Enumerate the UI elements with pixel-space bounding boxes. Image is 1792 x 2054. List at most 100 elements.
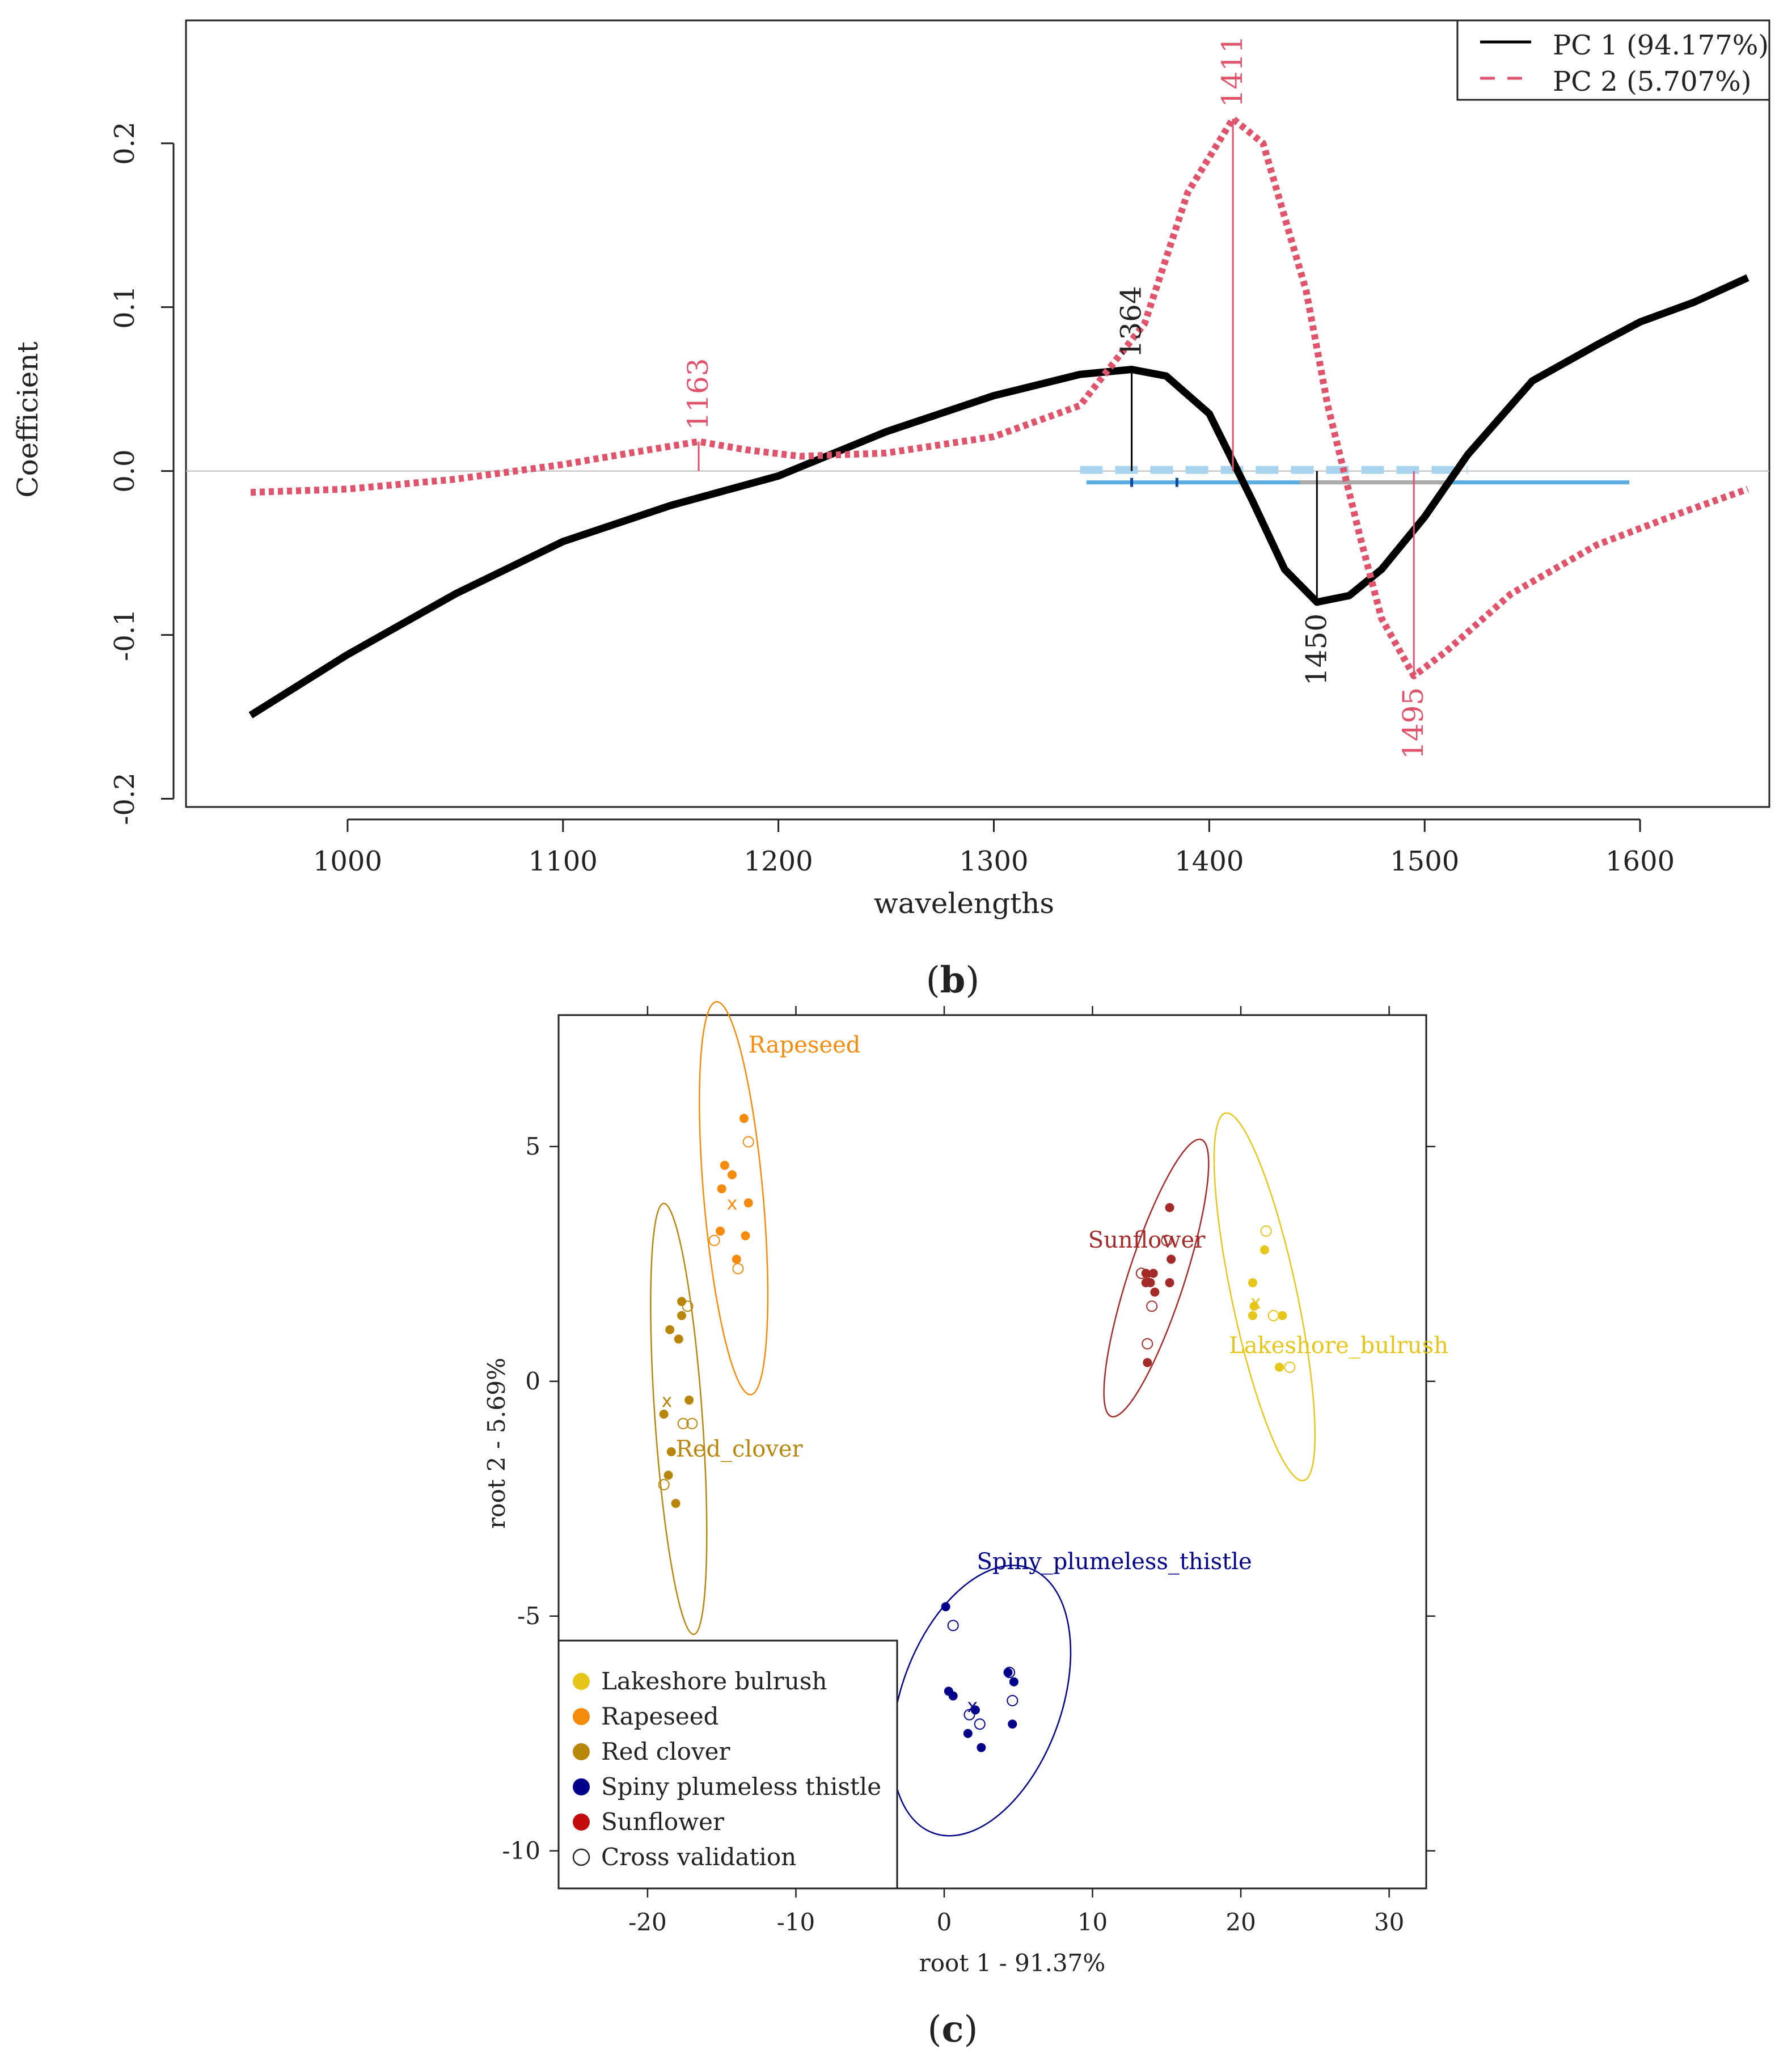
point-red-clover-4 <box>684 1395 694 1405</box>
point-sunflower-3 <box>1148 1269 1158 1278</box>
point-spiny-plumeless-thistle-6 <box>963 1728 973 1738</box>
cv-point-red-clover-0 <box>682 1300 694 1312</box>
point-lakeshore-bulrush-4 <box>1278 1311 1287 1320</box>
centroid-rapeseed: x <box>727 1193 738 1214</box>
point-sunflower-7 <box>1150 1287 1160 1297</box>
x-tick-label-1500: 1500 <box>1390 846 1459 877</box>
y-tick-label-0.0: 0.0 <box>109 449 141 492</box>
c-y-tick-label--5: -5 <box>517 1602 540 1630</box>
cluster-label-red-clover: Red_clover <box>676 1436 804 1462</box>
y-tick-label--0.1: -0.1 <box>109 608 141 661</box>
peak-label-pc2-1495: 1495 <box>1397 687 1430 759</box>
cv-point-rapeseed-2 <box>732 1263 744 1275</box>
pca-loadings-chart: 1364 1450 1163 1411 1495 1000 1100 1200 1300 140… <box>11 19 1770 1001</box>
point-rapeseed-4 <box>743 1198 753 1208</box>
legend-label-red-clover: Red clover <box>601 1738 731 1765</box>
cv-point-lakeshore-bulrush-2 <box>1284 1361 1296 1373</box>
point-sunflower-8 <box>1143 1358 1152 1367</box>
point-rapeseed-0 <box>739 1114 749 1123</box>
cv-point-spiny-plumeless-thistle-1 <box>1004 1667 1016 1679</box>
plot-c-xlabel: root 1 - 91.37% <box>919 1949 1106 1977</box>
cv-point-rapeseed-0 <box>742 1136 754 1148</box>
point-rapeseed-7 <box>732 1254 741 1264</box>
point-rapeseed-5 <box>716 1226 725 1236</box>
cv-point-sunflower-0 <box>1161 1235 1173 1246</box>
point-rapeseed-1 <box>720 1160 729 1170</box>
cv-point-red-clover-2 <box>686 1418 698 1430</box>
cv-point-spiny-plumeless-thistle-2 <box>1007 1694 1018 1706</box>
point-red-clover-7 <box>663 1470 673 1480</box>
legend-pc1-label: PC 1 (94.177%) <box>1553 29 1769 61</box>
point-spiny-plumeless-thistle-8 <box>977 1743 986 1752</box>
point-lakeshore-bulrush-0 <box>1260 1245 1269 1254</box>
plot-b-frame <box>185 19 1770 808</box>
point-sunflower-6 <box>1165 1278 1174 1287</box>
cv-point-sunflower-3 <box>1142 1338 1153 1350</box>
legend-swatch-cross-validation <box>572 1848 590 1866</box>
x-tick-label-1400: 1400 <box>1174 846 1244 877</box>
c-x-tick-label-30: 30 <box>1374 1908 1404 1936</box>
point-sunflower-2 <box>1141 1269 1151 1278</box>
legend-label-sunflower: Sunflower <box>601 1808 725 1836</box>
confidence-ellipse-lakeshore-bulrush <box>1213 1112 1316 1482</box>
legend-swatch-red-clover <box>573 1743 590 1760</box>
point-rapeseed-2 <box>728 1170 737 1180</box>
confidence-ellipse-red-clover <box>650 1202 708 1635</box>
x-tick-label-1300: 1300 <box>959 846 1028 877</box>
y-tick-label-0.2: 0.2 <box>109 122 141 165</box>
series-line-pc2 <box>250 115 1749 679</box>
peak-label-pc1-1364: 1364 <box>1115 286 1148 358</box>
point-lakeshore-bulrush-1 <box>1248 1278 1257 1287</box>
discriminant-scatter-chart: x x x x x Lakeshore_bulrush Rapeseed Red_clove… <box>483 1001 1448 2051</box>
point-sunflower-0 <box>1165 1203 1174 1212</box>
legend-pc2-label: PC 2 (5.707%) <box>1553 66 1752 98</box>
legend-swatch-lakeshore-bulrush <box>573 1673 590 1690</box>
cv-point-lakeshore-bulrush-1 <box>1267 1309 1279 1321</box>
legend-label-rapeseed: Rapeseed <box>601 1702 719 1730</box>
point-spiny-plumeless-thistle-7 <box>1008 1719 1017 1729</box>
centroid-sunflower: x <box>1142 1268 1153 1290</box>
point-spiny-plumeless-thistle-0 <box>941 1602 950 1612</box>
point-red-clover-5 <box>659 1409 669 1419</box>
x-tick-label-1000: 1000 <box>313 846 382 877</box>
c-x-tick-label-10: 10 <box>1077 1908 1108 1936</box>
centroid-lakeshore-bulrush: x <box>1250 1291 1261 1313</box>
point-spiny-plumeless-thistle-3 <box>970 1705 980 1715</box>
confidence-ellipse-sunflower <box>1103 1138 1210 1418</box>
legend-swatch-sunflower <box>573 1814 590 1831</box>
peak-label-pc1-1450: 1450 <box>1300 614 1333 686</box>
point-spiny-plumeless-thistle-2 <box>948 1691 958 1701</box>
c-x-tick-label-20: 20 <box>1225 1908 1256 1936</box>
series-line-pc1 <box>248 274 1749 719</box>
point-sunflower-5 <box>1146 1278 1155 1287</box>
peak-label-pc2-1163: 1163 <box>682 358 715 430</box>
cv-point-sunflower-1 <box>1135 1267 1147 1279</box>
c-y-tick-label-5: 5 <box>525 1132 540 1160</box>
plot-b-ylabel: Coefficient <box>11 341 44 497</box>
x-tick-label-1200: 1200 <box>744 846 813 877</box>
c-x-tick-label-0: 0 <box>937 1908 952 1936</box>
plot-c-ylabel: root 2 - 5.69% <box>483 1358 510 1529</box>
point-spiny-plumeless-thistle-4 <box>1003 1668 1013 1677</box>
cv-point-rapeseed-1 <box>708 1235 720 1246</box>
legend-label-lakeshore-bulrush: Lakeshore bulrush <box>601 1667 827 1695</box>
point-lakeshore-bulrush-3 <box>1248 1311 1257 1320</box>
plot-b-xlabel: wavelengths <box>874 887 1054 920</box>
point-red-clover-2 <box>665 1325 675 1334</box>
point-red-clover-6 <box>666 1447 676 1456</box>
confidence-ellipse-spiny-plumeless-thistle <box>891 1565 1072 1837</box>
point-lakeshore-bulrush-5 <box>1275 1362 1284 1372</box>
cv-point-spiny-plumeless-thistle-4 <box>974 1718 986 1730</box>
plot-c-legend: Lakeshore bulrush Rapeseed Red clover Spiny… <box>557 1639 898 1890</box>
plot-b-legend: PC 1 (94.177%) PC 2 (5.707%) <box>1456 19 1770 101</box>
cv-point-lakeshore-bulrush-0 <box>1260 1225 1272 1237</box>
panel-c-label: (c) <box>928 2008 978 2051</box>
cluster-label-rapeseed: Rapeseed <box>749 1032 861 1058</box>
confidence-ellipse-rapeseed <box>699 1001 769 1396</box>
peak-label-pc2-1411: 1411 <box>1216 35 1249 107</box>
point-rapeseed-3 <box>717 1184 726 1194</box>
point-red-clover-0 <box>677 1297 687 1307</box>
legend-swatch-rapeseed <box>573 1708 590 1725</box>
cluster-label-sunflower: Sunflower <box>1088 1227 1206 1253</box>
cluster-label-spiny-plumeless-thistle: Spiny_plumeless_thistle <box>977 1549 1252 1575</box>
